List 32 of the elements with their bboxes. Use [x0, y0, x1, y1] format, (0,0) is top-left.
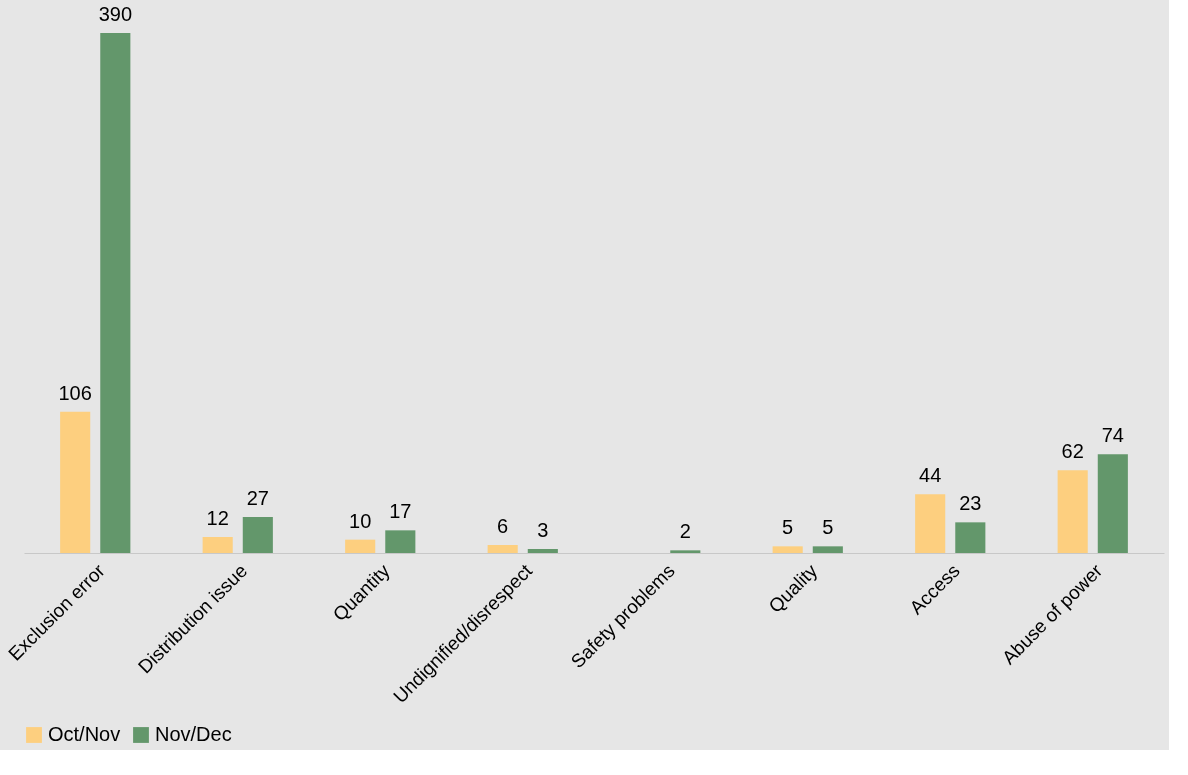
data-label: 6	[497, 515, 509, 537]
bar	[772, 546, 803, 553]
bar	[1057, 470, 1088, 553]
bar	[60, 411, 91, 553]
data-label: 12	[206, 507, 229, 529]
data-label: 17	[389, 500, 412, 523]
data-label: 5	[822, 516, 834, 539]
data-label: 23	[959, 492, 982, 515]
bar	[955, 522, 986, 553]
data-label: 390	[98, 3, 133, 25]
data-label: 44	[919, 464, 942, 487]
bar	[202, 537, 233, 553]
data-label: 62	[1061, 440, 1084, 463]
data-label: 27	[246, 487, 269, 509]
bar	[345, 539, 376, 553]
bar	[385, 530, 416, 553]
legend-label: Oct/Nov	[48, 723, 121, 745]
bar	[100, 33, 131, 553]
bar	[670, 550, 701, 553]
data-label: 74	[1101, 424, 1124, 447]
data-label: 10	[349, 509, 372, 532]
bar	[527, 549, 558, 553]
data-label: 2	[679, 520, 691, 543]
bar	[242, 517, 273, 553]
data-label: 5	[782, 516, 794, 539]
data-label: 3	[537, 519, 549, 541]
data-label: 106	[58, 381, 92, 404]
bar	[487, 545, 518, 553]
legend-label: Nov/Dec	[155, 723, 232, 745]
bar	[915, 494, 946, 553]
bar	[812, 546, 843, 553]
bar	[1097, 454, 1128, 553]
